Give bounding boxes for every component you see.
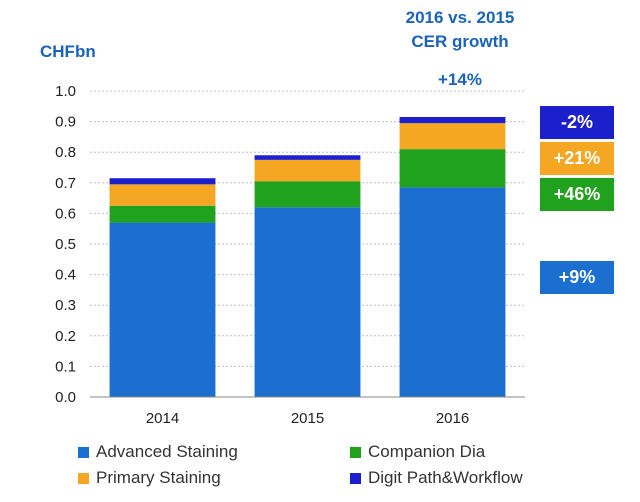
y-tick-label: 1.0	[55, 83, 76, 100]
y-tick-label: 0.4	[55, 267, 76, 284]
bar-segment	[399, 187, 506, 397]
chart-legend: Advanced Staining Companion Dia Primary …	[78, 440, 598, 500]
x-tick-label: 2014	[146, 410, 179, 427]
y-tick-label: 0.6	[55, 205, 76, 222]
bar-segment	[109, 205, 216, 223]
y-tick-label: 0.2	[55, 328, 76, 345]
bar-segment	[399, 123, 506, 150]
legend-label: Companion Dia	[368, 442, 486, 461]
bar-segment	[399, 117, 506, 124]
legend-label: Primary Staining	[96, 468, 221, 487]
y-tick-label: 0.5	[55, 236, 76, 253]
legend-item-primary-staining: Primary Staining	[78, 468, 221, 488]
y-tick-label: 0.8	[55, 144, 76, 161]
x-tick-label: 2015	[291, 410, 324, 427]
legend-label: Advanced Staining	[96, 442, 238, 461]
legend-item-digit-path-workflow: Digit Path&Workflow	[350, 468, 523, 488]
bar-segment	[254, 155, 361, 160]
growth-total: +14%	[438, 70, 482, 89]
x-tick-label: 2016	[436, 410, 469, 427]
y-tick-label: 0.1	[55, 358, 76, 375]
growth-badge-label: +9%	[558, 267, 596, 287]
bar-segment	[254, 181, 361, 208]
growth-badge-advanced-staining: +9%	[540, 261, 614, 294]
growth-badge-label: +46%	[553, 184, 601, 204]
bar-segment	[109, 222, 216, 397]
legend-swatch	[350, 472, 361, 484]
bar-segment	[254, 159, 361, 182]
legend-swatch	[78, 446, 89, 458]
growth-badge-label: -2%	[560, 112, 593, 132]
growth-badge-digit-path: -2%	[540, 106, 614, 139]
bar-segment	[254, 207, 361, 397]
bar-segment	[109, 184, 216, 206]
legend-swatch	[78, 472, 89, 484]
bar-segment	[109, 178, 216, 185]
y-tick-label: 0.3	[55, 297, 76, 314]
legend-label: Digit Path&Workflow	[368, 468, 523, 487]
legend-item-advanced-staining: Advanced Staining	[78, 442, 238, 462]
unit-label: CHFbn	[40, 42, 96, 61]
legend-item-companion-dia: Companion Dia	[350, 442, 485, 462]
legend-swatch	[350, 446, 361, 458]
y-tick-label: 0.0	[55, 389, 76, 406]
growth-title-line2: CER growth	[411, 32, 509, 51]
growth-badge-companion-dia: +46%	[540, 178, 614, 211]
growth-title-line1: 2016 vs. 2015	[405, 8, 515, 27]
y-tick-label: 0.9	[55, 114, 76, 131]
growth-badge-label: +21%	[553, 148, 601, 168]
bar-segment	[399, 149, 506, 188]
growth-badge-primary-staining: +21%	[540, 142, 614, 175]
growth-title: 2016 vs. 2015 CER growth	[370, 6, 550, 54]
y-tick-label: 0.7	[55, 175, 76, 192]
